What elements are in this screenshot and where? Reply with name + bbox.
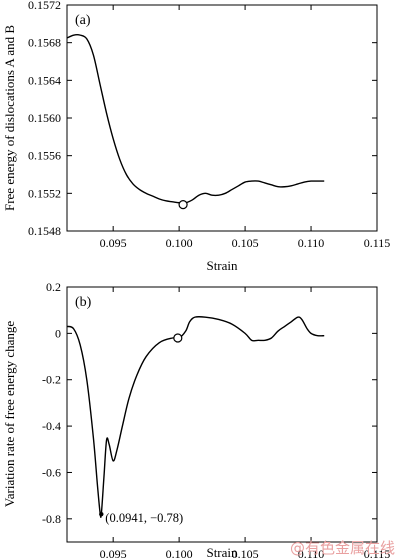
y-tick-label: 0.1556 [28, 149, 61, 163]
open-circle-marker [178, 200, 188, 210]
x-tick-label: 0.095 [100, 236, 127, 250]
y-tick-label: 0.2 [46, 280, 61, 294]
y-tick-label: 0.1568 [28, 36, 61, 50]
panel-a-y-ticks: 0.1548 0.1552 0.1556 0.1560 0.1564 0.1568 0.15… [28, 0, 377, 238]
panel-b-markers [99, 333, 183, 517]
x-tick-label: 0.110 [298, 547, 325, 560]
x-tick-label: 0.115 [364, 236, 391, 250]
y-tick-label: 0.1564 [28, 73, 61, 87]
panel-b-min-annotation: (0.0941, −0.78) [105, 511, 183, 525]
x-tick-label: 0.100 [166, 236, 193, 250]
x-tick-label: 0.105 [232, 547, 259, 560]
y-tick-label: 0.1572 [28, 0, 61, 12]
panel-a: (a) Strain Free energy of dislocations A… [2, 0, 390, 273]
y-tick-label: -0.2 [42, 373, 61, 387]
panel-a-x-ticks: 0.095 0.100 0.105 0.110 0.115 [100, 5, 391, 250]
open-circle-marker [173, 333, 183, 343]
y-tick-label: 0.1560 [28, 111, 61, 125]
panel-b: (b) Strain Variation rate of free energy… [2, 280, 390, 560]
watermark-text: @有色金属在线 [290, 539, 395, 557]
panel-b-xlabel: Strain [206, 545, 238, 560]
x-tick-label: 0.100 [166, 547, 193, 560]
panel-b-y-ticks: 0.2 0 -0.2 -0.4 -0.6 -0.8 [42, 280, 377, 526]
y-tick-label: -0.6 [42, 465, 61, 479]
panel-b-ylabel: Variation rate of free energy change [2, 321, 17, 508]
panel-b-frame [66, 286, 378, 543]
panel-b-label: (b) [75, 295, 92, 310]
y-tick-label: -0.4 [42, 419, 61, 433]
x-tick-label: 0.110 [298, 236, 325, 250]
x-tick-label: 0.095 [100, 547, 127, 560]
panel-a-markers [178, 200, 188, 210]
panel-b-x-ticks: 0.095 0.100 0.105 0.110 0.115 [100, 287, 391, 560]
panel-a-free-energy-line [66, 34, 325, 204]
panel-a-xlabel: Strain [206, 258, 238, 273]
panel-b-variation-rate-line [66, 315, 325, 519]
x-tick-label: 0.105 [232, 236, 259, 250]
y-tick-label: 0.1552 [28, 186, 61, 200]
y-tick-label: -0.8 [42, 512, 61, 526]
min-point-marker [99, 511, 104, 517]
y-tick-label: 0.1548 [28, 224, 61, 238]
y-tick-label: 0 [55, 326, 61, 340]
panel-a-frame [66, 4, 378, 232]
panel-a-ylabel: Free energy of dislocations A and B [2, 25, 17, 211]
x-tick-label: 0.115 [364, 547, 391, 560]
panel-a-label: (a) [75, 13, 91, 28]
